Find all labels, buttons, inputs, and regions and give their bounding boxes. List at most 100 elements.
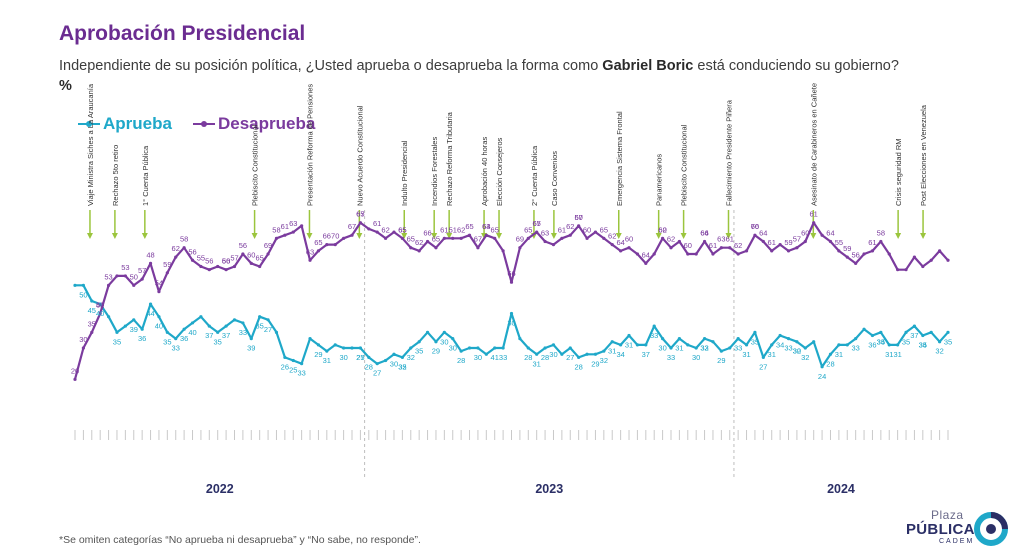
aprueba-data-label: 30 [507, 319, 515, 328]
desaprueba-line-point [938, 249, 942, 253]
aprueba-line-point [711, 340, 715, 344]
aprueba-data-label: 37 [222, 331, 230, 340]
logo-line3: CADEM [939, 538, 975, 545]
desaprueba-line-point [585, 236, 589, 240]
aprueba-data-label: 35 [256, 322, 264, 331]
event-label: Plebiscito Constitucional [251, 124, 260, 206]
aprueba-data-label: 35 [877, 337, 885, 346]
aprueba-line-point [165, 330, 169, 334]
event-label: Asesinato de Carabineros en Cañete [809, 83, 818, 206]
legend-desaprueba-swatch [193, 121, 215, 127]
aprueba-line-point [879, 330, 883, 334]
desaprueba-data-label: 65 [465, 222, 473, 231]
year-label: 2022 [206, 482, 234, 496]
aprueba-data-label: 33 [700, 344, 708, 353]
aprueba-line-point [232, 318, 237, 322]
desaprueba-line-point [862, 252, 866, 256]
desaprueba-data-label: 70 [751, 222, 759, 231]
desaprueba-line-point [73, 377, 77, 381]
aprueba-data-label: 35 [113, 337, 121, 346]
desaprueba-data-label: 55 [197, 254, 205, 263]
desaprueba-line-point [602, 236, 606, 240]
aprueba-line-point [199, 315, 203, 319]
desaprueba-line-point [686, 252, 690, 256]
event-arrow [431, 233, 438, 239]
desaprueba-line-point [157, 290, 161, 294]
desaprueba-data-label: 57 [574, 213, 582, 222]
event-arrow [111, 233, 118, 239]
desaprueba-data-label: 61 [281, 222, 289, 231]
desaprueba-line-point [644, 261, 648, 265]
logo-line1: Plaza [931, 508, 964, 522]
desaprueba-line-point [509, 280, 514, 284]
desaprueba-data-label: 59 [843, 244, 851, 253]
aprueba-data-label: 30 [440, 337, 448, 346]
aprueba-line-point [375, 362, 379, 366]
desaprueba-line-point [274, 236, 279, 240]
desaprueba-line-point [484, 233, 488, 237]
logo-swirl-icon [974, 512, 1008, 546]
aprueba-line-point [258, 315, 262, 319]
aprueba-line-point [694, 346, 698, 350]
event-label: Panamericanos [655, 154, 664, 206]
desaprueba-line-point [635, 252, 640, 256]
desaprueba-line-point [148, 261, 153, 265]
desaprueba-data-label: 65 [432, 235, 440, 244]
desaprueba-data-label: 58 [180, 235, 188, 244]
aprueba-line-point [795, 340, 799, 344]
desaprueba-data-label: 60 [684, 241, 692, 250]
aprueba-line-point [753, 330, 757, 334]
desaprueba-line-point [493, 236, 497, 240]
desaprueba-data-label: 62 [457, 225, 465, 234]
aprueba-line-point [300, 362, 304, 366]
plaza-publica-cadem-logo: Plaza PÚBLICA CADEM [903, 508, 1013, 552]
aprueba-line-point [719, 349, 723, 353]
desaprueba-data-label: 65 [600, 225, 608, 234]
aprueba-data-label: 31 [533, 359, 541, 368]
aprueba-line-point [400, 355, 404, 359]
aprueba-line-point [770, 343, 774, 347]
desaprueba-line-point [400, 236, 404, 240]
aprueba-line-point [912, 324, 917, 328]
aprueba-data-label: 40 [96, 309, 104, 318]
desaprueba-line-point [467, 233, 472, 237]
desaprueba-data-label: 62 [415, 238, 423, 247]
aprueba-line-point [392, 352, 396, 356]
aprueba-data-label: 35 [902, 337, 910, 346]
aprueba-data-label: 30 [474, 353, 482, 362]
aprueba-data-label: 30 [549, 350, 557, 359]
aprueba-data-label: 28 [574, 362, 582, 371]
year-label: 2023 [535, 482, 563, 496]
aprueba-data-label: 28 [457, 356, 465, 365]
desaprueba-line-point [291, 230, 295, 234]
aprueba-line-point [484, 352, 488, 356]
aprueba-line-point [560, 352, 564, 356]
desaprueba-data-label: 56 [851, 250, 859, 259]
desaprueba-line-point [425, 239, 430, 244]
desaprueba-data-label: 56 [188, 247, 196, 256]
aprueba-line-point [938, 340, 942, 344]
desaprueba-line-point [98, 311, 102, 316]
desaprueba-data-label: 65 [356, 210, 364, 219]
desaprueba-line-point [770, 249, 774, 253]
desaprueba-data-label: 65 [398, 225, 406, 234]
desaprueba-line-point [728, 246, 732, 250]
aprueba-line-point [358, 346, 363, 350]
desaprueba-line-point [392, 230, 396, 234]
desaprueba-line-point [417, 249, 421, 253]
desaprueba-line-point [216, 264, 220, 269]
aprueba-line-point [635, 343, 640, 347]
desaprueba-data-label: 67 [533, 219, 541, 228]
aprueba-line-point [90, 299, 94, 303]
aprueba-line-point [904, 330, 908, 334]
desaprueba-data-label: 56 [222, 257, 230, 266]
aprueba-line-point [535, 352, 539, 356]
desaprueba-line-point [476, 246, 480, 250]
aprueba-data-label: 29 [432, 347, 440, 356]
desaprueba-line-point [199, 264, 203, 269]
aprueba-line-point [577, 355, 581, 359]
event-arrow [446, 233, 453, 239]
aprueba-data-label: 27 [566, 353, 574, 362]
desaprueba-data-label: 50 [96, 301, 104, 310]
aprueba-data-label: 39 [247, 344, 255, 353]
